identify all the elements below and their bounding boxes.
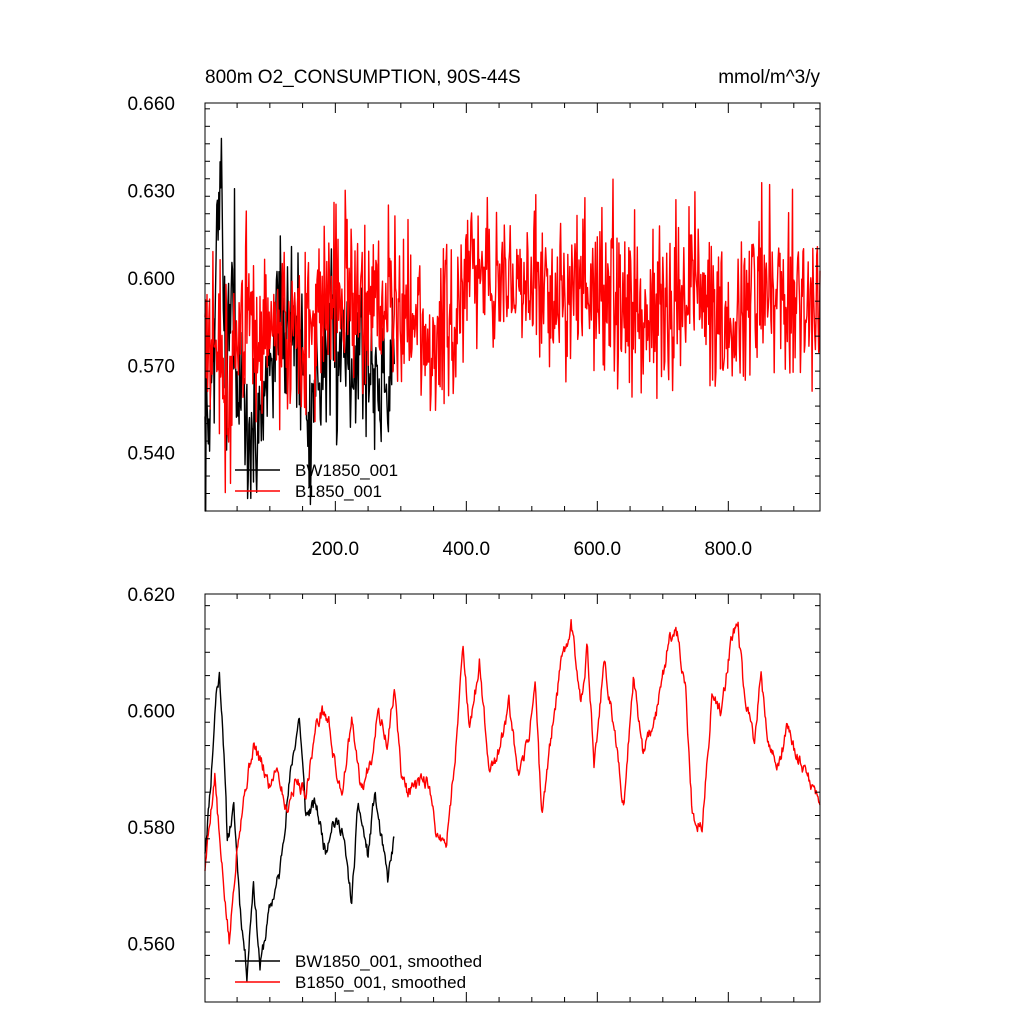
units-label: mmol/m^3/y (718, 67, 820, 88)
top-x-tick-labels: 200.0 400.0 600.0 800.0 (312, 539, 753, 560)
y-tick-label: 0.600 (127, 702, 175, 723)
bottom-plot-frame (204, 593, 821, 1003)
y-tick-label: 0.620 (127, 585, 175, 606)
y-tick-label: 0.660 (127, 94, 175, 115)
legend-label-b1850-smoothed: B1850_001, smoothed (295, 973, 466, 992)
y-tick-label: 0.560 (127, 935, 175, 956)
top-legend: BW1850_001 B1850_001 (235, 461, 398, 501)
series-line-bottom-0 (204, 671, 395, 982)
y-tick-label: 0.570 (127, 356, 175, 377)
top-series-group (204, 137, 821, 512)
x-tick-label: 600.0 (574, 539, 622, 560)
legend-label-bw1850-smoothed: BW1850_001, smoothed (295, 952, 482, 971)
bottom-series-group (204, 619, 821, 982)
top-plot-frame (204, 102, 821, 512)
x-tick-label: 400.0 (443, 539, 491, 560)
bottom-panel: 0.620 0.600 0.580 0.560 BW1850_001, smoothe… (127, 585, 821, 1003)
x-tick-label: 200.0 (312, 539, 360, 560)
y-tick-label: 0.540 (127, 444, 175, 465)
series-line-top-0 (204, 137, 395, 512)
bottom-y-tick-labels: 0.620 0.600 0.580 0.560 (127, 585, 175, 956)
x-tick-label: 800.0 (705, 539, 753, 560)
legend-label-b1850: B1850_001 (295, 482, 382, 501)
series-line-bottom-1 (204, 619, 821, 945)
series-line-top-1 (204, 178, 821, 494)
top-y-tick-labels: 0.660 0.630 0.600 0.570 0.540 (127, 94, 175, 465)
bottom-ticks (205, 594, 820, 1003)
y-tick-label: 0.580 (127, 818, 175, 839)
legend-label-bw1850: BW1850_001 (295, 461, 398, 480)
y-tick-label: 0.600 (127, 269, 175, 290)
chart-title: 800m O2_CONSUMPTION, 90S-44S (205, 67, 521, 88)
top-panel: 800m O2_CONSUMPTION, 90S-44S mmol/m^3/y … (127, 67, 821, 560)
y-tick-label: 0.630 (127, 181, 175, 202)
bottom-legend: BW1850_001, smoothed B1850_001, smoothed (235, 952, 482, 992)
top-ticks (205, 103, 820, 512)
